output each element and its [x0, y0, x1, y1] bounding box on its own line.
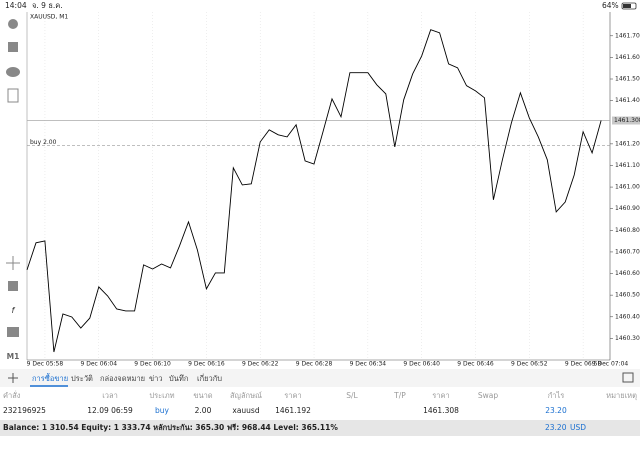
crosshair-icon[interactable] — [6, 256, 20, 270]
x-tick-label: 9 Dec 06:16 — [188, 361, 225, 368]
column-header: ราคา — [432, 391, 449, 400]
footer-bar — [0, 420, 640, 436]
x-tick-label: 9 Dec 06:10 — [134, 361, 171, 368]
status-date: จ. 9 ธ.ค. — [32, 1, 63, 10]
column-header: S/L — [346, 391, 358, 400]
quotes-icon[interactable] — [8, 42, 18, 52]
y-tick-label: 1461.100 — [615, 162, 640, 169]
chat-icon[interactable] — [6, 67, 20, 77]
x-tick-label: 9 Dec 05:58 — [27, 361, 64, 368]
chart-title: XAUUSD, M1 — [30, 14, 68, 21]
battery-icon — [621, 2, 637, 10]
price-label-box — [612, 116, 640, 125]
x-tick-label: 9 Dec 06:04 — [80, 361, 117, 368]
table-cell: 23.20 — [545, 406, 567, 415]
table-cell: 2.00 — [195, 406, 212, 415]
tabs: การซื้อขาย ประวัติ กล่องจดหมาย ข่าว บันทึก เก… — [30, 373, 222, 387]
status-time: 14:04 — [5, 1, 27, 10]
price-line-series — [26, 29, 602, 353]
y-tick-label: 1460.800 — [615, 227, 640, 234]
y-tick-label: 1460.700 — [615, 248, 640, 255]
tab[interactable]: บันทึก — [169, 374, 188, 383]
x-tick-label: 9 Dec 06:28 — [296, 361, 333, 368]
y-tick-label: 1460.900 — [615, 205, 640, 212]
tab[interactable]: การซื้อขาย — [32, 373, 68, 383]
x-tick-label: 9 Dec 06:40 — [403, 361, 440, 368]
timeframe-button[interactable]: M1 — [7, 352, 20, 361]
layout-icon[interactable] — [622, 372, 634, 383]
table: คำสั่ง เวลา ประเภท ขนาด สัญลักษณ์ ราคา S/L T/P ร… — [0, 390, 640, 418]
x-tick-label: 9 Dec 06:22 — [242, 361, 279, 368]
add-button[interactable] — [8, 373, 18, 383]
table-header — [0, 388, 640, 404]
tab[interactable]: ประวัติ — [71, 374, 93, 383]
new-order-icon[interactable] — [7, 88, 19, 103]
tab[interactable]: ข่าว — [149, 374, 163, 383]
column-header: Swap — [478, 391, 498, 400]
x-tick-label: 9 Dec 06:46 — [457, 361, 494, 368]
order-label: buy 2.00 — [30, 139, 57, 146]
plot: 1461.700 1461.600 1461.500 1461.400 1461.200… — [26, 12, 640, 368]
status-battery: 64% — [602, 1, 619, 10]
table-cell: buy — [155, 406, 170, 415]
column-header: T/P — [393, 391, 406, 400]
table-cell: 12.09 06:59 — [87, 406, 133, 415]
column-header: เวลา — [102, 391, 118, 400]
table-row — [0, 404, 640, 418]
y-tick-label: 1461.500 — [615, 76, 640, 83]
column-header: คำสั่ง — [3, 390, 21, 400]
x-tick-label: 9 Dec 06:52 — [511, 361, 548, 368]
y-tick-label: 1460.400 — [615, 313, 640, 320]
function-icon[interactable]: f — [12, 306, 16, 315]
y-tick-label: 1461.400 — [615, 97, 640, 104]
x-tick-label: 9 Dec 07:04 — [592, 361, 629, 368]
table-cell: xauusd — [232, 406, 259, 415]
account-icon[interactable] — [8, 19, 18, 29]
indicators-icon[interactable] — [8, 281, 18, 291]
price-label: 1461.308 — [614, 117, 640, 124]
y-tick-label: 1461.200 — [615, 140, 640, 147]
table-cell: 1461.192 — [275, 406, 311, 415]
y-tick-label: 1461.700 — [615, 32, 640, 39]
x-tick-label: 9 Dec 06:34 — [350, 361, 387, 368]
table-cell: 1461.308 — [423, 406, 459, 415]
table-cell: 232196925 — [3, 406, 46, 415]
column-header: ประเภท — [149, 391, 174, 400]
x-tick-label: 9 Dec 06:58 — [565, 361, 602, 368]
tab-bar — [0, 369, 640, 387]
total-profit: 23.20 — [545, 423, 567, 432]
column-header: ราคา — [284, 391, 301, 400]
tab[interactable]: กล่องจดหมาย — [100, 374, 145, 383]
tab[interactable]: เกี่ยวกับ — [197, 373, 222, 383]
account-summary: Balance: 1 310.54 Equity: 1 333.74 หลักป… — [3, 423, 338, 432]
y-tick-label: 1460.500 — [615, 292, 640, 299]
column-header: กำไร — [548, 391, 565, 400]
column-header: ขนาด — [193, 391, 212, 400]
column-header: สัญลักษณ์ — [230, 391, 262, 400]
column-header: หมายเหตุ — [606, 391, 637, 400]
currency: USD — [570, 423, 586, 432]
y-tick-label: 1461.000 — [615, 184, 640, 191]
y-tick-label: 1461.600 — [615, 54, 640, 61]
objects-icon[interactable] — [7, 327, 19, 337]
battery-level — [623, 4, 631, 8]
y-tick-label: 1460.600 — [615, 270, 640, 277]
y-tick-label: 1460.300 — [615, 335, 640, 342]
